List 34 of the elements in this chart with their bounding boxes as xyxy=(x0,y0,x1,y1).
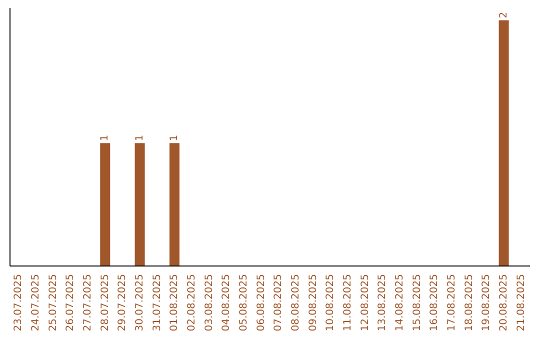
x-tick-label: 11.08.2025 xyxy=(342,274,354,332)
x-tick-label: 09.08.2025 xyxy=(308,274,319,332)
x-tick-label: 27.07.2025 xyxy=(82,274,94,332)
x-tick-label: 31.07.2025 xyxy=(152,274,163,332)
x-tick-label: 26.07.2025 xyxy=(65,274,76,332)
x-tick-label: 17.08.2025 xyxy=(446,274,458,332)
x-tick-label: 21.08.2025 xyxy=(516,274,527,332)
x-tick-label: 19.08.2025 xyxy=(481,274,492,332)
x-tick-label: 29.07.2025 xyxy=(117,274,128,332)
data-label: 1 xyxy=(168,134,180,142)
data-label: 1 xyxy=(100,134,111,142)
x-tick-label: 24.07.2025 xyxy=(30,274,42,332)
x-tick-label: 14.08.2025 xyxy=(394,274,406,332)
x-tick-label: 20.08.2025 xyxy=(498,274,510,332)
x-tick-label: 04.08.2025 xyxy=(221,274,232,332)
x-tick-label: 23.07.2025 xyxy=(13,274,24,332)
x-tick-label: 07.08.2025 xyxy=(273,274,284,332)
data-label: 2 xyxy=(498,12,510,18)
x-tick-label: 15.08.2025 xyxy=(412,274,423,332)
data-label: 1 xyxy=(134,134,146,142)
x-tick-label: 12.08.2025 xyxy=(360,274,371,332)
x-tick-label: 05.08.2025 xyxy=(238,274,250,332)
x-tick-label: 28.07.2025 xyxy=(100,274,111,332)
x-tick-label: 08.08.2025 xyxy=(290,274,302,332)
x-tick-label: 01.08.2025 xyxy=(169,274,180,332)
x-tick-label: 10.08.2025 xyxy=(325,274,336,332)
x-tick-label: 16.08.2025 xyxy=(429,274,440,332)
x-tick-label: 18.08.2025 xyxy=(464,274,475,332)
x-tick-label: 06.08.2025 xyxy=(256,274,267,332)
x-tick-label: 02.08.2025 xyxy=(186,274,198,332)
x-tick-label: 25.07.2025 xyxy=(48,274,59,332)
x-tick-label: 30.07.2025 xyxy=(134,274,146,332)
x-tick-label: 13.08.2025 xyxy=(377,274,388,332)
x-tick-label: 03.08.2025 xyxy=(204,274,215,332)
